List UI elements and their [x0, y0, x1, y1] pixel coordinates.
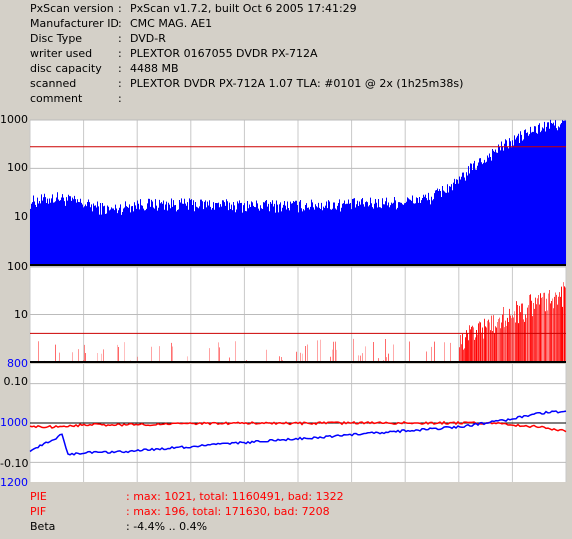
info-colon: : [118, 47, 122, 60]
info-label: disc capacity [30, 62, 102, 75]
info-label: Disc Type [30, 32, 83, 45]
info-value: CMC MAG. AE1 [130, 17, 213, 30]
info-row: comment: [0, 92, 572, 107]
info-label: writer used [30, 47, 93, 60]
y-tick-label: 800 [7, 357, 28, 370]
info-row: Manufacturer ID: CMC MAG. AE1 [0, 17, 572, 32]
info-row: PxScan version: PxScan v1.7.2, built Oct … [0, 2, 572, 17]
info-row: writer used: PLEXTOR 0167055 DVDR PX-712A [0, 47, 572, 62]
y-tick-label: 100 [7, 161, 28, 175]
info-colon: : [118, 77, 122, 90]
y-tick-label: 1000 [0, 113, 28, 126]
info-row: disc capacity:4488 MB [0, 62, 572, 77]
y-tick-label: 10 [14, 209, 28, 223]
beta-blue-series [29, 410, 567, 456]
scan-plot [29, 119, 567, 482]
disc-info-panel: PxScan version: PxScan v1.7.2, built Oct … [0, 0, 572, 116]
info-label: PxScan version [30, 2, 114, 15]
info-label: scanned [30, 77, 77, 90]
info-value: 4488 MB [130, 62, 179, 75]
summary-label: PIE [30, 490, 47, 503]
y-tick-label: 0.10 [3, 374, 29, 388]
summary-value: : -4.4% .. 0.4% [126, 520, 208, 533]
scan-summary: PIE : max: 1021, total: 1160491, bad: 132… [0, 488, 572, 539]
info-colon: : [118, 2, 122, 15]
summary-label: Beta [30, 520, 56, 533]
info-colon: : [118, 32, 122, 45]
info-value: PLEXTOR DVDR PX-712A 1.07 TLA: #0101 @ 2… [130, 77, 464, 90]
info-colon: : [118, 62, 122, 75]
info-value: DVD-R [130, 32, 166, 45]
y-tick-label: 100 [7, 260, 28, 273]
summary-row: PIE : max: 1021, total: 1160491, bad: 132… [0, 490, 572, 505]
summary-label: PIF [30, 505, 47, 518]
y-tick-label: 1200 [0, 476, 28, 489]
summary-value: : max: 196, total: 171630, bad: 7208 [126, 505, 330, 518]
info-value: PLEXTOR 0167055 DVDR PX-712A [130, 47, 318, 60]
summary-row: Beta : -4.4% .. 0.4% [0, 520, 572, 535]
summary-row: PIF : max: 196, total: 171630, bad: 7208 [0, 505, 572, 520]
y-tick-label: -0.10 [0, 457, 29, 471]
info-value: PxScan v1.7.2, built Oct 6 2005 17:41:29 [130, 2, 357, 15]
y-tick-label: 1000 [0, 416, 28, 429]
info-label: comment [30, 92, 83, 105]
info-row: scanned: PLEXTOR DVDR PX-712A 1.07 TLA: #… [0, 77, 572, 92]
info-colon: : [118, 92, 122, 105]
y-tick-label: 10 [14, 307, 28, 321]
info-colon: : [118, 17, 122, 30]
info-row: Disc Type: DVD-R [0, 32, 572, 47]
scan-graph: 1000 100 10 100 10 800 0.10 1000 -0.10 1200 [0, 113, 572, 489]
summary-value: : max: 1021, total: 1160491, bad: 1322 [126, 490, 344, 503]
info-label: Manufacturer ID [30, 17, 119, 30]
